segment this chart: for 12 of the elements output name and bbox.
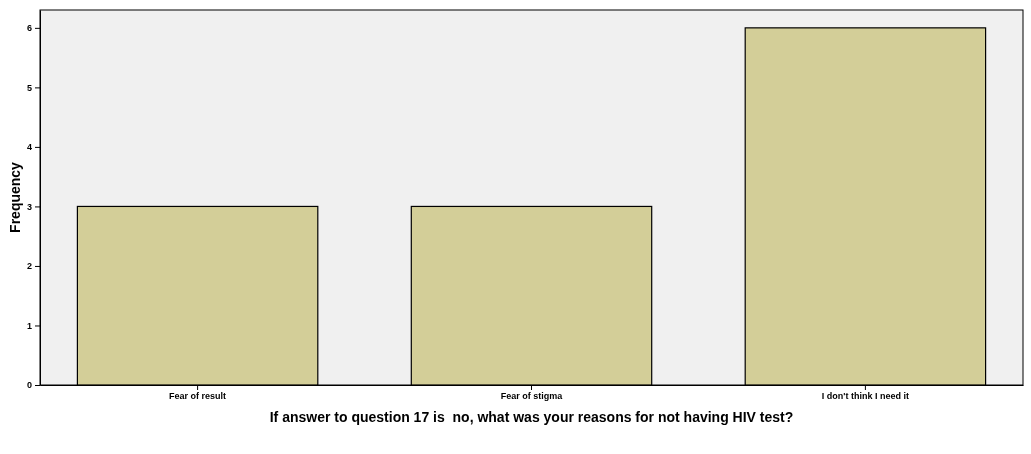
x-axis-title: If answer to question 17 is no, what was your reasons for not having HIV test?: [269, 409, 794, 425]
y-tick-label: 3: [26, 201, 32, 212]
y-tick-label: 0: [26, 380, 32, 391]
y-axis-title: Frequency: [7, 161, 23, 233]
y-tick-label: 4: [26, 142, 32, 153]
y-tick-label: 6: [26, 23, 32, 34]
x-tick-label: Fear of result: [169, 391, 227, 402]
y-tick-label: 1: [26, 320, 32, 331]
y-tick-label: 2: [26, 261, 32, 272]
x-tick-label: I don't think I need it: [821, 391, 909, 402]
x-tick-label: Fear of stigma: [500, 391, 564, 402]
y-tick-label: 5: [26, 82, 32, 93]
